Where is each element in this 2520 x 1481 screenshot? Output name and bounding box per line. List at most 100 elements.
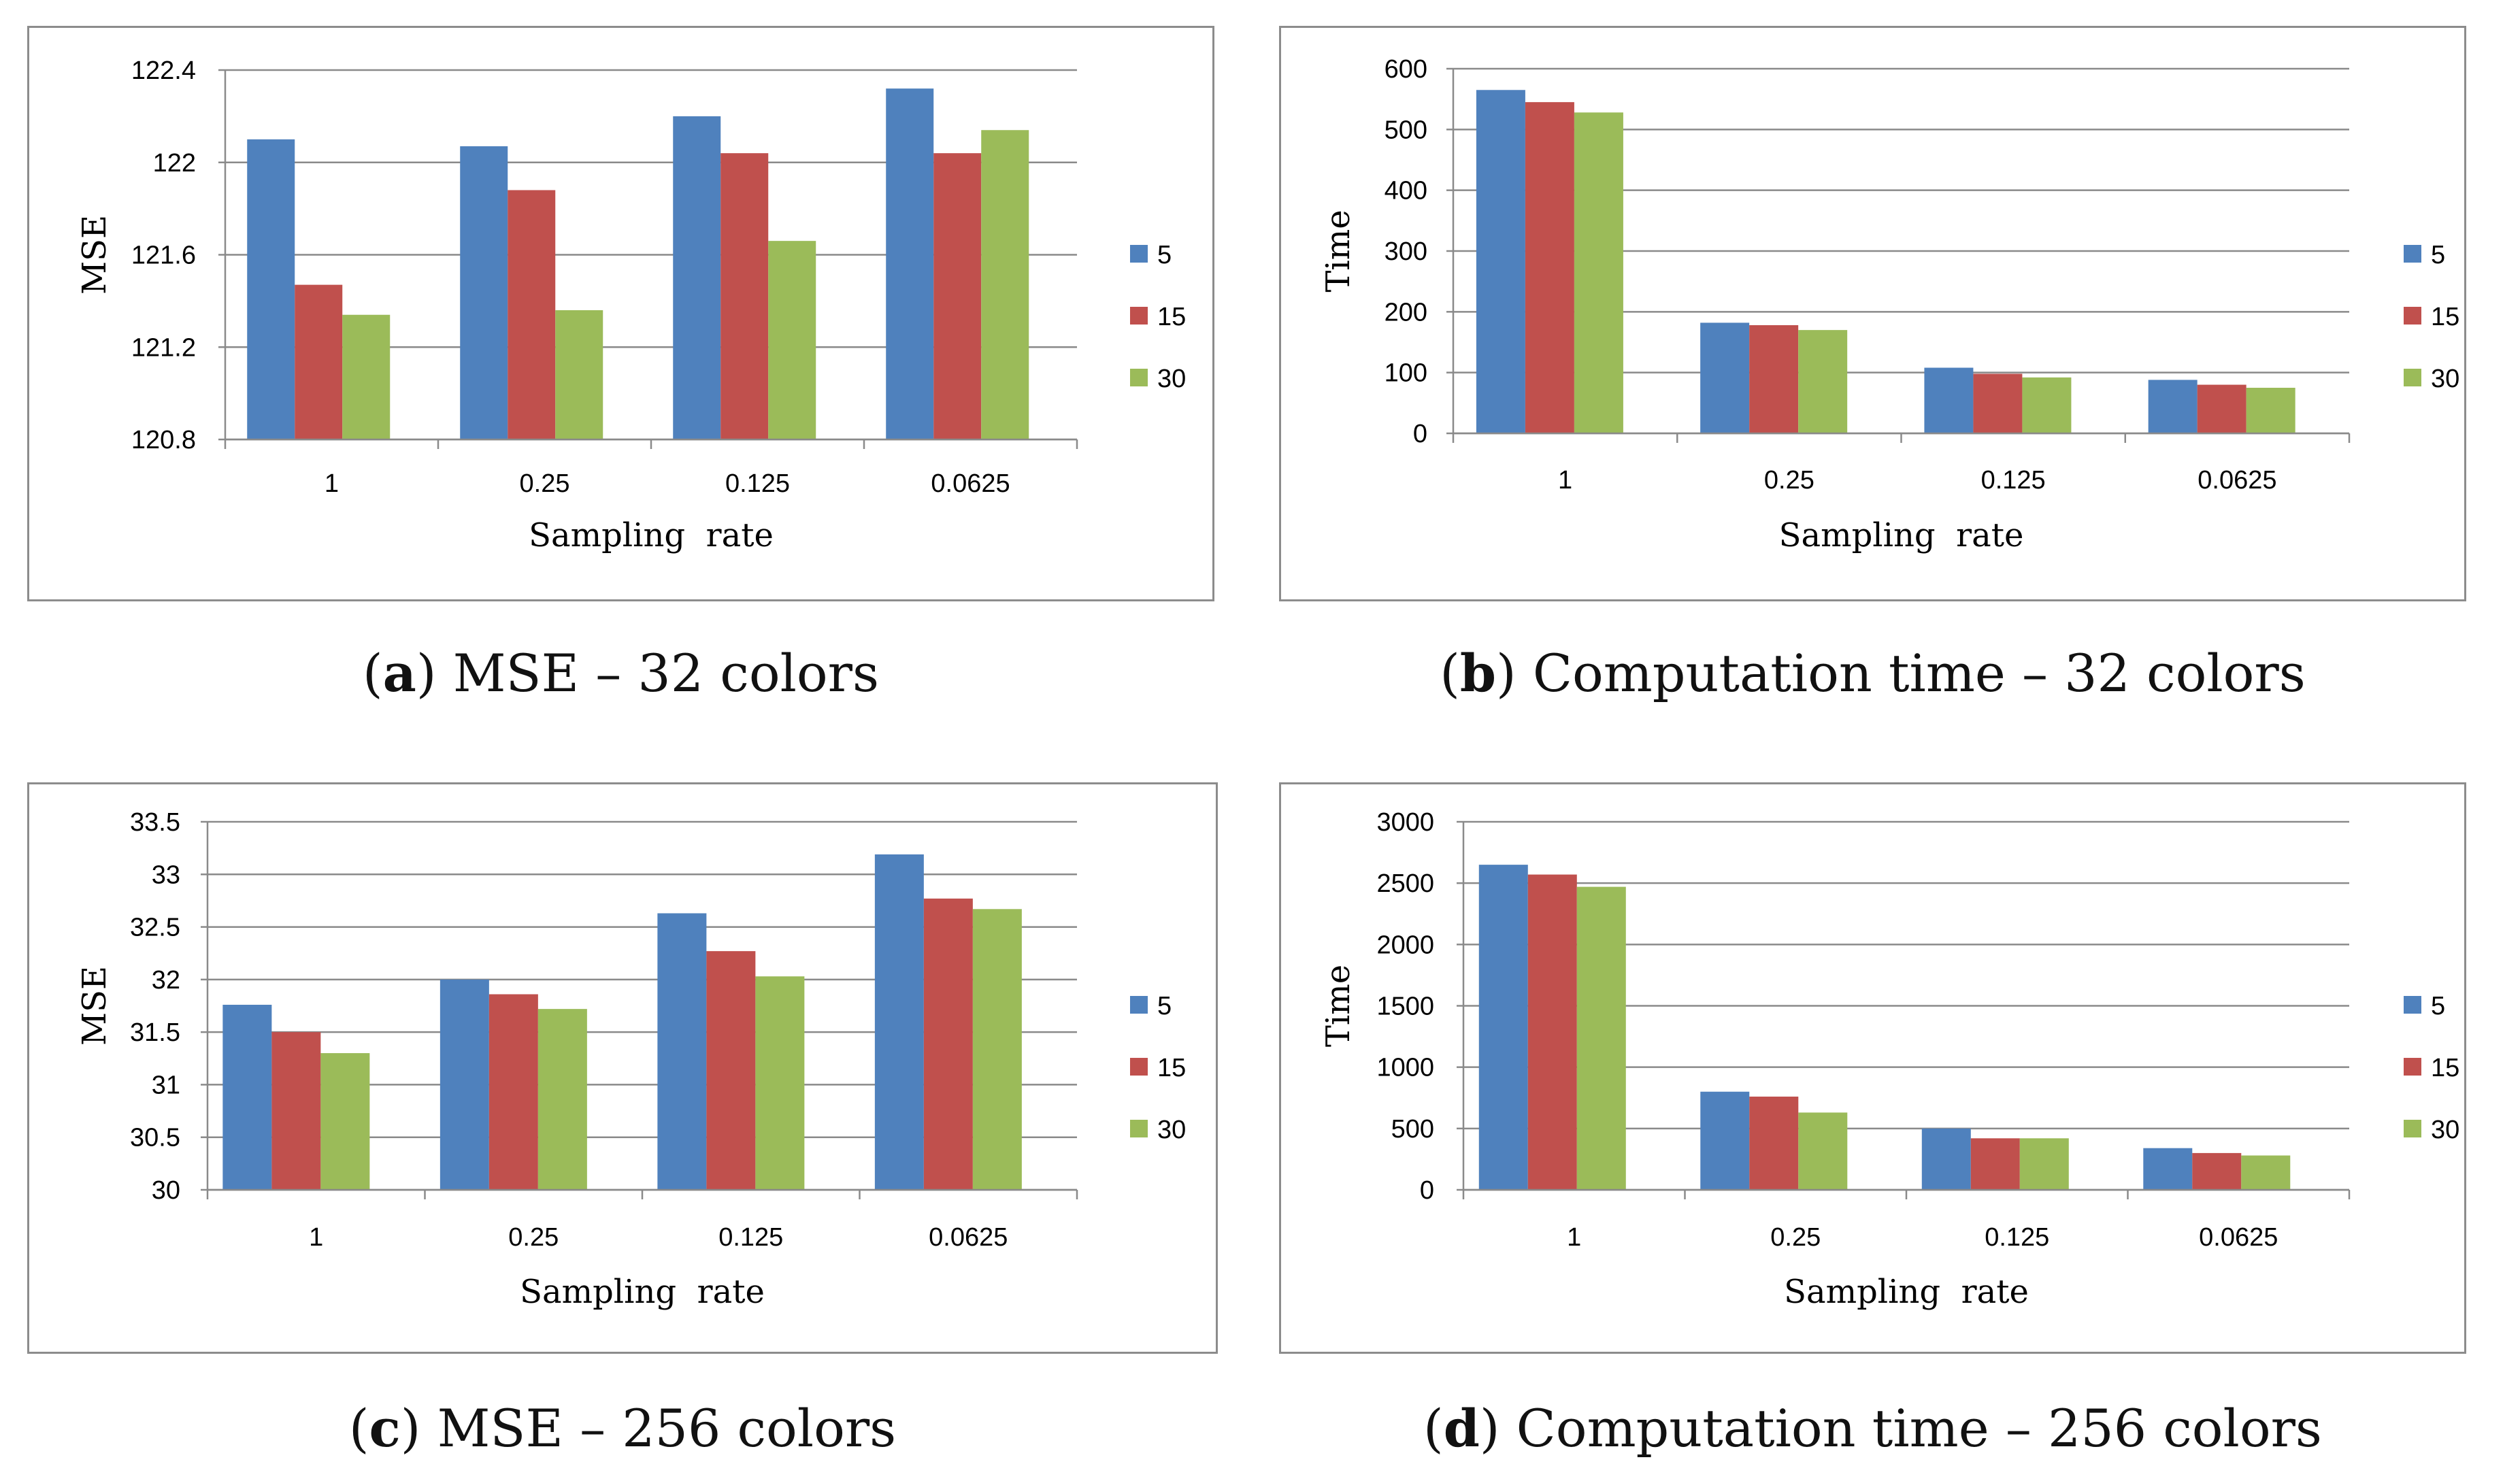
bar-series-5 [2143,1148,2193,1190]
chart-panel-d: 0 500 1000 1500 2000 2500 3000 1 0.25 0.125 0.0625… [1279,782,2466,1354]
legend-swatch-30 [1130,369,1148,386]
x-category-label: 0.0625 [929,1223,1008,1252]
y-tick-label: 600 [1385,55,1427,84]
x-category-label: 0.25 [520,469,570,498]
bar-series-30 [981,130,1029,440]
legend-swatch-5 [1130,245,1148,263]
x-category-label: 0.125 [1985,1223,2049,1252]
bar-series-30 [2022,377,2072,433]
bar-series-30 [1574,112,1623,433]
chart-panel-b: 0 100 200 300 400 500 600 1 0.25 0.125 0.0625 Sampl… [1279,26,2466,601]
bar-series-5 [673,116,721,439]
legend-label-5: 5 [1157,241,1172,269]
bar-series-30 [972,909,1022,1190]
caption-c-letter: c [369,1398,401,1459]
bar-series-15 [933,153,982,440]
legend-swatch-30 [1130,1120,1148,1137]
bar-series-5 [1921,1128,1971,1190]
legend-label-15: 15 [1157,303,1186,331]
caption-d: (d) Computation time – 256 colors [1423,1398,2322,1459]
bar-series-5 [247,139,295,439]
bar-series-5 [1924,367,1974,433]
x-category-label: 0.25 [1770,1223,1821,1252]
bar-series-5 [222,1004,272,1190]
caption-a-letter: a [382,643,416,703]
bar-series-15 [1525,102,1574,433]
bar-series-15 [508,190,556,439]
bar-series-30 [555,310,603,439]
bar-series-5 [1478,865,1528,1190]
bar-series-30 [342,314,391,439]
y-tick-label: 32.5 [130,914,180,942]
y-tick-label: 31.5 [130,1018,180,1047]
bar-series-15 [1970,1138,2020,1190]
y-tick-label: 400 [1385,177,1427,205]
x-category-label: 0.125 [718,1223,783,1252]
legend-label-5: 5 [1157,992,1172,1020]
caption-b: (b) Computation time – 32 colors [1440,643,2306,703]
y-tick-label: 120.8 [131,426,196,454]
y-tick-label: 3000 [1376,808,1434,837]
bar-series-5 [1476,90,1525,433]
bar-series-15 [2197,384,2247,433]
bar-series-15 [488,994,538,1190]
bar-series-30 [537,1009,587,1190]
x-axis-title: Sampling rate [529,516,774,554]
legend-swatch-15 [2404,1058,2421,1076]
caption-b-text: Computation time – 32 colors [1516,643,2306,703]
legend-label-15: 15 [2431,303,2459,331]
y-tick-label: 33.5 [130,808,180,837]
x-category-label: 0.0625 [2199,1223,2278,1252]
y-tick-label: 500 [1391,1115,1434,1144]
bar-series-5 [657,913,707,1190]
y-axis-title: MSE [76,215,114,295]
bar-series-5 [874,854,924,1190]
y-tick-label: 2500 [1376,869,1434,898]
y-tick-label: 32 [152,966,180,995]
y-tick-label: 33 [152,861,180,889]
x-category-label: 0.0625 [2198,466,2276,495]
y-tick-label: 0 [1413,420,1427,448]
bar-series-5 [1700,322,1750,433]
bar-series-30 [1576,886,1626,1190]
bar-series-30 [1798,330,1848,433]
legend-label-30: 30 [2431,365,2459,393]
chart-svg-c: 30 30.5 31 31.5 32 32.5 33 33.5 1 0.25 0.125 0.0625… [76,808,1186,1311]
bar-series-30 [2241,1155,2291,1190]
chart-svg-b: 0 100 200 300 400 500 600 1 0.25 0.125 0.0625 Sampl… [1319,55,2459,554]
x-axis-title: Sampling rate [1784,1273,2029,1311]
bar-series-30 [320,1053,370,1190]
bar-series-30 [768,241,816,439]
y-tick-label: 30.5 [130,1124,180,1152]
chart-svg-d: 0 500 1000 1500 2000 2500 3000 1 0.25 0.125 0.0625… [1319,808,2459,1311]
legend-swatch-15 [1130,307,1148,325]
x-category-label: 1 [325,469,339,498]
caption-a-text: MSE – 32 colors [436,643,879,703]
x-category-label: 0.25 [1764,466,1814,495]
caption-d-text: Computation time – 256 colors [1499,1398,2322,1459]
y-tick-label: 121.2 [131,333,196,362]
legend-swatch-30 [2404,369,2421,386]
bar-series-15 [2192,1152,2242,1190]
y-tick-label: 100 [1385,359,1427,388]
legend-swatch-5 [2404,996,2421,1014]
legend-label-30: 30 [1157,365,1186,393]
bar-series-30 [2019,1138,2069,1190]
bar-series-15 [706,951,756,1190]
x-axis-title: Sampling rate [1779,516,2024,554]
y-axis-title: Time [1319,210,1357,292]
legend-label-5: 5 [2431,992,2445,1020]
caption-c-text: MSE – 256 colors [420,1398,897,1459]
y-tick-label: 0 [1420,1176,1434,1205]
y-tick-label: 200 [1385,298,1427,327]
x-category-label: 0.125 [725,469,790,498]
legend-swatch-15 [1130,1058,1148,1076]
bar-series-15 [271,1032,321,1190]
y-axis-title: MSE [76,966,114,1046]
caption-d-letter: d [1443,1398,1480,1459]
y-tick-label: 2000 [1376,931,1434,959]
x-axis-title: Sampling rate [520,1273,765,1311]
bar-series-5 [2148,380,2198,433]
caption-b-letter: b [1459,643,1497,703]
legend-swatch-5 [1130,996,1148,1014]
